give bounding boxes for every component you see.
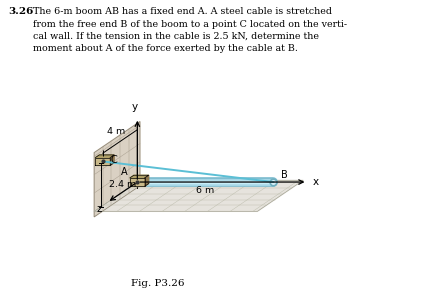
Text: 2.4 m: 2.4 m (109, 180, 136, 189)
Polygon shape (94, 180, 303, 211)
Text: The 6-m boom AB has a fixed end A. A steel cable is stretched
from the free end : The 6-m boom AB has a fixed end A. A ste… (33, 7, 347, 53)
Text: Fig. P3.26: Fig. P3.26 (131, 279, 184, 288)
Text: 3.26: 3.26 (8, 7, 33, 16)
Polygon shape (130, 175, 149, 178)
Text: C: C (111, 155, 117, 165)
Polygon shape (130, 178, 145, 186)
Text: A: A (121, 167, 128, 177)
Text: 6 m: 6 m (196, 186, 215, 195)
Text: x: x (313, 177, 319, 187)
Polygon shape (110, 155, 114, 165)
Polygon shape (145, 175, 149, 186)
Text: 4 m: 4 m (106, 127, 125, 136)
Text: y: y (132, 102, 138, 112)
Polygon shape (95, 155, 114, 157)
Text: z: z (96, 204, 102, 214)
Polygon shape (94, 122, 140, 217)
Polygon shape (95, 157, 110, 165)
Text: B: B (281, 170, 288, 180)
